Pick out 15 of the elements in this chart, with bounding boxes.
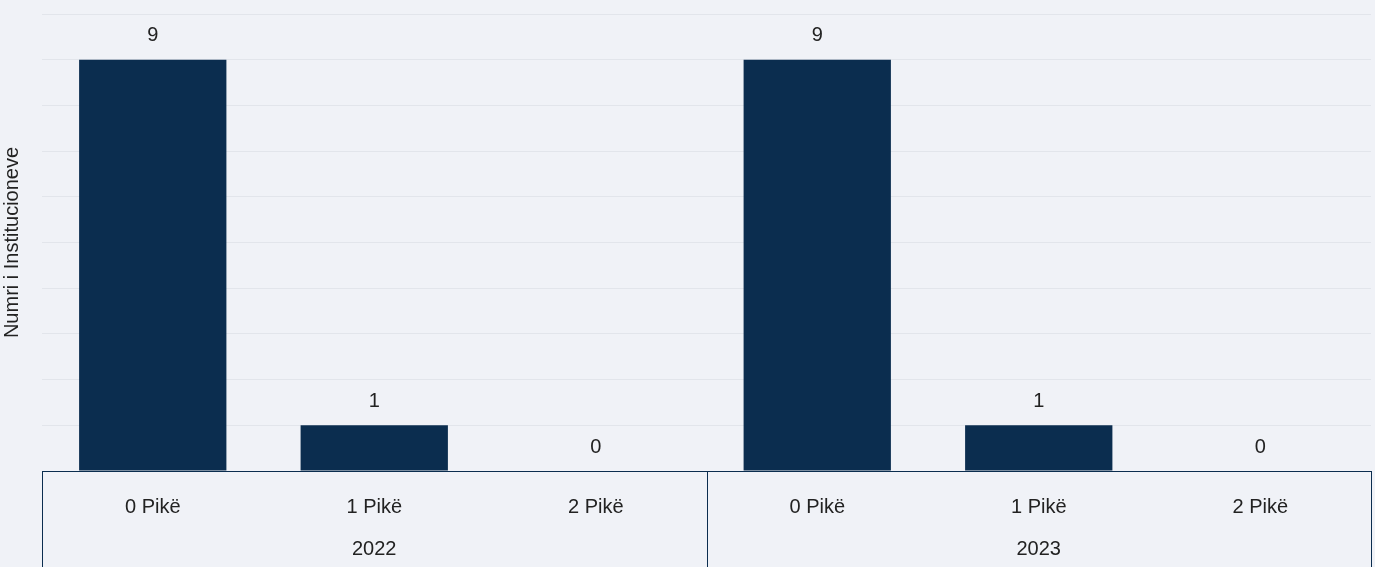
data-label: 1 bbox=[368, 388, 380, 411]
x-tick-label: 0 Pikë bbox=[789, 494, 846, 517]
x-tick-label: 1 Pikë bbox=[346, 494, 403, 517]
text: 2023 bbox=[1016, 536, 1061, 559]
text: 2022 bbox=[352, 536, 397, 559]
data-label: 9 bbox=[147, 23, 159, 46]
data-label: 9 bbox=[811, 23, 823, 46]
data-label: 0 bbox=[1254, 434, 1266, 457]
x-tick-label: 0 Pikë bbox=[124, 494, 181, 517]
data-label: 0 bbox=[590, 434, 602, 457]
x-tick-label: 2 Pikë bbox=[567, 494, 624, 517]
data-label: 1 bbox=[1033, 388, 1045, 411]
y-axis-title: Numri i Institucioneve bbox=[0, 146, 22, 339]
x-tick-label: 1 Pikë bbox=[1010, 494, 1067, 517]
x-tick-label: 2 Pikë bbox=[1232, 494, 1289, 517]
